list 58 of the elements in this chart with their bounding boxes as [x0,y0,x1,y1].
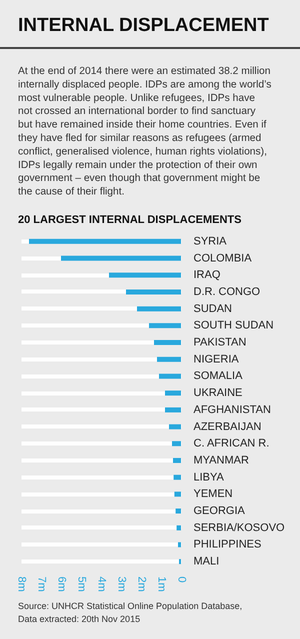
text: not crossed an international border to find sanctuary [18,106,256,118]
text: conflict, generalised violence, human rights violations), [18,146,267,158]
y-tick-label: UKRAINE [194,387,242,400]
x-tick-label: 1m [156,576,168,592]
bar [169,424,181,430]
text: they have fled for similar reasons as refugees (armed [18,133,262,144]
bar [172,441,181,446]
source-note: Source: UNHCR Statistical Online Population Database, [18,601,242,611]
bar [174,474,181,480]
x-tick-label: 8m [16,576,28,592]
y-tick-label: COLOMBIA [194,252,252,264]
bar [154,340,181,346]
x-tick-label: 7m [36,576,48,592]
y-tick-label: SOUTH SUDAN [194,320,274,332]
y-tick-label: AFGHANISTAN [194,404,271,416]
bar [149,323,181,328]
bar [176,525,181,530]
text: IDPs legally remain under the protection of their own [18,160,258,171]
x-tick-label: 2m [136,576,148,592]
bar [178,542,181,548]
y-tick-label: SOMALIA [194,370,244,382]
text: internally displaced people. IDPs are among the world’s [18,79,272,90]
bar [173,458,181,463]
y-tick-label: PAKISTAN [194,336,246,349]
y-tick-label: SYRIA [194,235,228,248]
x-tick-label: 5m [76,576,88,592]
bar [157,356,181,362]
bar [159,374,181,379]
y-tick-label: NIGERIA [194,353,240,366]
bar [176,508,181,514]
chart-title: INTERNAL DISPLACEMENT [18,15,270,36]
y-tick-label: GEORGIA [194,505,246,518]
y-tick-label: IRAQ [194,269,221,282]
text: government – even though that government might be [18,173,260,184]
bar [165,390,181,396]
y-tick-label: LIBYA [194,471,225,484]
text: the cause of their flight. [18,186,124,198]
y-tick-label: MYANMAR [194,454,249,466]
y-tick-label: AZERBAIJAN [194,420,262,433]
y-tick-label: SUDAN [194,302,232,315]
y-tick-label: SERBIA/KOSOVO [194,522,286,534]
x-tick-label: 4m [96,576,108,592]
text: most vulnerable people. Unlike refugees, IDPs have [18,92,255,104]
text: At the end of 2014 there were an estimated 38.2 million [18,66,270,77]
y-tick-label: D.R. CONGO [194,286,261,298]
y-tick-label: MALI [194,556,220,568]
y-tick-label: YEMEN [194,488,233,500]
bar [137,306,181,312]
x-tick-label: 0 [176,576,188,583]
bar [174,492,181,497]
x-tick-label: 6m [56,576,68,592]
x-tick-label: 3m [116,576,128,592]
y-tick-label: C. AFRICAN R. [194,438,270,450]
text: Data extracted: 20th Nov 2015 [18,614,140,624]
bar [165,407,181,412]
text: 20 LARGEST INTERNAL DISPLACEMENTS [18,214,242,226]
text: but have remained inside their home countries. Even if [18,120,266,131]
y-tick-label: PHILIPPINES [194,538,262,551]
